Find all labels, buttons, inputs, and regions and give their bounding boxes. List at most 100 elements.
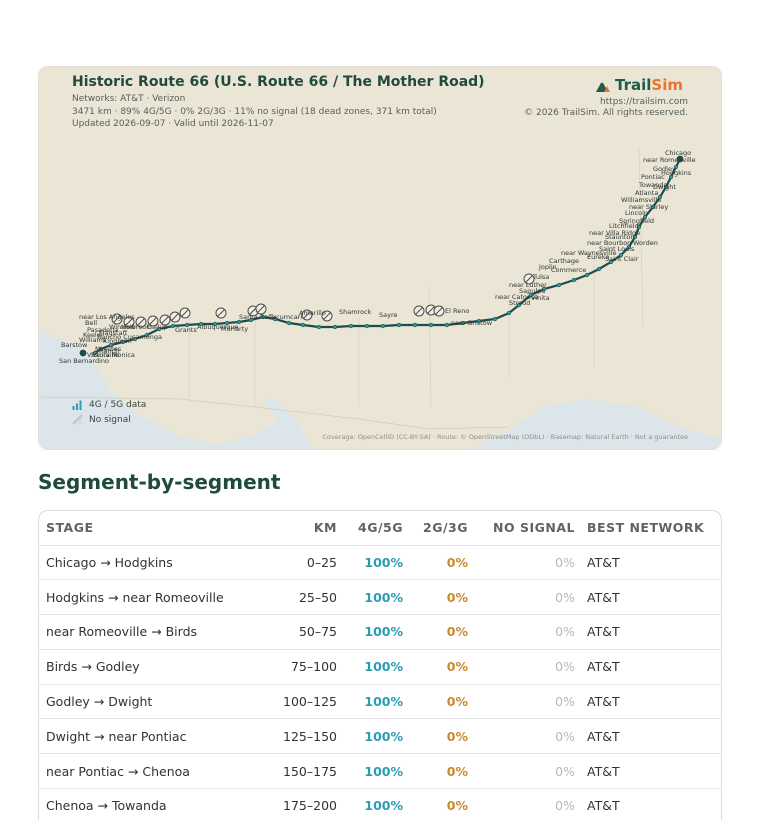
route-line: [79, 155, 684, 357]
town-label: near Shirley: [629, 203, 668, 211]
route-point: [412, 322, 418, 328]
route-point: [380, 323, 386, 329]
brand-name-main: Trail: [615, 76, 652, 94]
town-label: Gallup: [147, 323, 168, 331]
table-row[interactable]: Birds → Godley 75–100 100% 0% 0% AT&T: [39, 649, 721, 685]
cell-4g5g: 100%: [337, 718, 403, 755]
table-row[interactable]: Chicago → Hodgkins 0–25 100% 0% 0% AT&T: [39, 545, 721, 581]
cell-4g5g: 100%: [337, 753, 403, 790]
cell-no-signal: 0%: [468, 753, 575, 790]
route-point: [657, 194, 663, 200]
route-point: [300, 322, 306, 328]
town-label: Sapulpa: [519, 287, 545, 295]
town-label: near Waynesville: [561, 249, 616, 257]
cell-stage: Hodgkins → near Romeoville: [39, 579, 249, 616]
header-best-network[interactable]: BEST NETWORK: [575, 511, 721, 546]
legend-item-data: 4G / 5G data: [72, 397, 146, 412]
town-label: Worden: [633, 239, 658, 247]
route-point: [516, 302, 522, 308]
town-label: Williams: [79, 336, 107, 344]
cell-4g5g: 100%: [337, 545, 403, 581]
cell-best-network: AT&T: [575, 753, 721, 790]
legend-item-no-signal: No signal: [72, 412, 146, 427]
town-label: Barstow: [61, 341, 88, 349]
route-point: [642, 214, 648, 220]
header-4g5g[interactable]: 4G/5G: [337, 511, 403, 546]
town-label: Tucumcari: [268, 313, 302, 321]
header-km[interactable]: KM: [249, 511, 337, 546]
cell-no-signal: 0%: [468, 545, 575, 581]
header-no-signal[interactable]: NO SIGNAL: [468, 511, 575, 546]
town-label: Kingman: [103, 337, 132, 345]
table-row[interactable]: Godley → Dwight 100–125 100% 0% 0% AT&T: [39, 684, 721, 720]
route-point: [272, 316, 278, 322]
no-signal-marker-icon: [523, 273, 535, 285]
cell-no-signal: 0%: [468, 579, 575, 616]
cell-km: 150–175: [249, 753, 337, 790]
ocean-shape: [39, 329, 313, 449]
town-label: near Los Angeles: [79, 313, 135, 321]
route-point: [286, 320, 292, 326]
brand-copyright: © 2026 TrailSim. All rights reserved.: [524, 108, 688, 118]
route-point: [170, 323, 176, 329]
no-signal-marker-icon: [321, 310, 333, 322]
brand-url[interactable]: https://trailsim.com: [599, 97, 688, 107]
segment-table: STAGE KM 4G/5G 2G/3G NO SIGNAL BEST NETW…: [38, 510, 722, 820]
table-row[interactable]: Chenoa → Towanda 175–200 100% 0% 0% AT&T: [39, 788, 721, 820]
cell-4g5g: 100%: [337, 614, 403, 650]
cell-km: 25–50: [249, 579, 337, 616]
town-label: Hodgkins: [661, 169, 692, 177]
route-point: [156, 326, 162, 332]
town-label: Winslow: [109, 323, 136, 331]
town-label: Pontiac: [641, 173, 665, 181]
table-row[interactable]: near Romeoville → Birds 50–75 100% 0% 0% AT&T: [39, 614, 721, 650]
route-point: [492, 316, 498, 322]
gulf-mexico-shape: [472, 399, 721, 449]
town-label: Sayre: [379, 311, 397, 319]
header-stage[interactable]: STAGE: [39, 511, 249, 546]
no-signal-marker-icon: [135, 316, 147, 328]
town-label: San Bernardino: [59, 357, 109, 365]
dead-zone-markers: [111, 273, 535, 328]
town-label: Vinita: [531, 294, 550, 302]
no-signal-marker-icon: [301, 309, 313, 321]
town-label: Staunton: [605, 233, 635, 241]
town-label: Joplin: [538, 263, 557, 271]
route-point: [236, 319, 242, 325]
map-attribution: Coverage: OpenCellID (CC-BY-SA) · Route:…: [322, 433, 688, 441]
route-point: [108, 342, 114, 348]
town-label: near Luther: [509, 281, 547, 289]
no-signal-marker-icon: [159, 314, 171, 326]
cell-no-signal: 0%: [468, 684, 575, 720]
route-point: [92, 350, 98, 356]
route-point: [584, 272, 590, 278]
route-map[interactable]: Chicago near Romeoville Godley Hodgkins Pont…: [38, 66, 722, 450]
no-signal-marker-icon: [413, 305, 425, 317]
brand[interactable]: TrailSim: [595, 76, 683, 94]
town-label: Lincoln: [625, 209, 648, 217]
cell-no-signal: 0%: [468, 718, 575, 755]
table-row[interactable]: near Pontiac → Chenoa 150–175 100% 0% 0% AT&T: [39, 753, 721, 790]
table-row[interactable]: Hodgkins → near Romeoville 25–50 100% 0% 0% A…: [39, 579, 721, 616]
town-label: Needles: [95, 345, 122, 353]
town-label: near Romeoville: [643, 156, 696, 164]
route-point: [663, 184, 669, 190]
town-label: Dwight: [653, 183, 676, 191]
route-point: [444, 322, 450, 328]
table-row[interactable]: Dwight → near Pontiac 125–150 100% 0% 0% AT&T: [39, 718, 721, 755]
cell-4g5g: 100%: [337, 579, 403, 616]
cell-2g3g: 0%: [403, 718, 468, 755]
cell-2g3g: 0%: [403, 545, 468, 581]
town-label: Grants: [175, 326, 197, 334]
no-signal-marker-icon: [123, 316, 135, 328]
route-point: [476, 318, 482, 324]
cell-stage: near Romeoville → Birds: [39, 614, 249, 650]
route-point: [626, 244, 632, 250]
cell-no-signal: 0%: [468, 649, 575, 685]
cell-km: 175–200: [249, 788, 337, 820]
map-title: Historic Route 66 (U.S. Route 66 / The M…: [72, 74, 485, 90]
cell-best-network: AT&T: [575, 684, 721, 720]
route-start-marker: [676, 155, 684, 163]
header-2g3g[interactable]: 2G/3G: [403, 511, 468, 546]
legend-label-no-signal: No signal: [89, 414, 131, 425]
